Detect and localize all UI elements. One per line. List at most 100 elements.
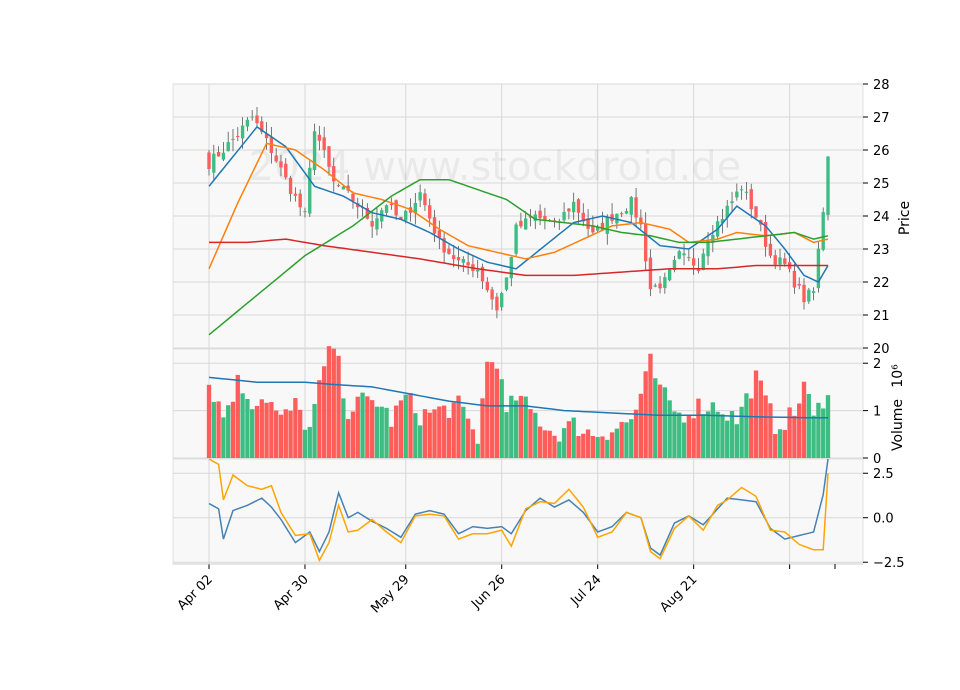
candle-body (619, 213, 624, 215)
watermark-layer: 2024 www.stockdroid.de (249, 144, 742, 190)
volume-bar (235, 374, 240, 458)
volume-bar (705, 411, 711, 458)
candle-body (442, 238, 446, 253)
candle-body (605, 217, 609, 234)
volume-bar (355, 396, 360, 458)
volume-bar (533, 412, 538, 458)
candle-body (365, 208, 370, 219)
candle-body (274, 155, 278, 162)
volume-bar (446, 417, 452, 458)
candle-body (543, 215, 547, 221)
candle-body (341, 186, 346, 190)
volume-bar (821, 408, 826, 458)
volume-bar (633, 409, 639, 458)
volume-bar (595, 437, 600, 458)
x-tick-label: Apr 02 (175, 572, 216, 613)
candle-body (452, 255, 456, 260)
candle-body (485, 281, 489, 291)
volume-bar (475, 443, 480, 458)
volume-bar (398, 400, 404, 458)
candle-body (816, 248, 821, 289)
volume-bar (585, 429, 591, 458)
volume-bar (288, 410, 293, 458)
candle-body (500, 293, 504, 308)
candle-body (797, 283, 801, 286)
candle-body (221, 152, 226, 160)
candle-body (322, 137, 326, 151)
volume-bar (437, 406, 442, 458)
oscillator-tick-label: 2.5 (873, 467, 894, 482)
candle-body (562, 211, 566, 221)
volume-bar (768, 403, 773, 458)
volume-bar (274, 410, 279, 458)
candle-body (456, 257, 461, 261)
volume-bar (542, 430, 548, 458)
candle-body (207, 152, 211, 169)
grid-lines (173, 83, 863, 564)
volume-bar (331, 348, 336, 458)
candle-body (399, 216, 403, 220)
price-tick-label: 27 (873, 111, 890, 126)
price-tick-label: 23 (873, 243, 890, 258)
candle-body (312, 131, 317, 171)
candle-body (567, 208, 571, 212)
candle-body (284, 163, 288, 178)
volume-bar (523, 396, 528, 458)
candle-body (418, 192, 422, 201)
candle-body (389, 203, 394, 205)
price-tick-label: 20 (873, 342, 890, 357)
candle-body (639, 217, 643, 225)
volume-bar (571, 417, 576, 458)
candle-body (576, 199, 581, 213)
price-tick-label: 22 (873, 276, 890, 291)
candle-body (682, 253, 686, 256)
volume-bar (417, 425, 423, 458)
candle-body (236, 135, 240, 137)
volume-tick-label: 1 (873, 405, 881, 420)
volume-bar (283, 409, 288, 458)
price-tick-label: 25 (873, 177, 890, 192)
volume-bar (518, 395, 524, 458)
volume-bar (374, 406, 380, 458)
volume-bar (413, 413, 418, 458)
candle-body (792, 270, 797, 288)
volume-bar (509, 395, 514, 458)
volume-bar (216, 401, 221, 458)
ma-line-medium-MA (208, 142, 829, 270)
oscillator-lines (208, 458, 829, 563)
volume-bar (792, 415, 797, 458)
volume-bar (552, 435, 557, 458)
volume-bar (494, 368, 500, 458)
volume-bar (797, 403, 802, 458)
volume-bar (701, 414, 706, 458)
volume-bar (590, 435, 596, 458)
candle-body (413, 202, 418, 214)
x-tick-label: Aug 21 (657, 572, 700, 615)
price-tick-label: 28 (873, 78, 890, 93)
candle-body (212, 153, 216, 173)
candle-body (533, 214, 537, 221)
volume-bar (653, 378, 658, 458)
candle-body (480, 266, 485, 282)
volume-bar (710, 402, 715, 458)
candle-body (519, 220, 523, 227)
volume-bar (485, 361, 490, 458)
volume-bar (537, 426, 543, 458)
candle-body (739, 189, 744, 191)
volume-bar (403, 394, 408, 458)
volume-bar (441, 405, 447, 458)
candle-body (216, 151, 221, 157)
volume-bar (432, 409, 437, 458)
candle-body (317, 134, 322, 141)
volume-bar (605, 439, 610, 458)
price-tick-label: 21 (873, 309, 890, 324)
volume-bar (648, 353, 653, 458)
candle-body (298, 193, 302, 208)
volume-bar (451, 402, 456, 458)
volume-bar (720, 414, 725, 458)
volume-bar (667, 400, 672, 458)
candle-body (663, 277, 667, 289)
volume-bar (365, 396, 370, 458)
candle-body (572, 201, 576, 213)
volume-axis-label: Volume (890, 399, 906, 451)
